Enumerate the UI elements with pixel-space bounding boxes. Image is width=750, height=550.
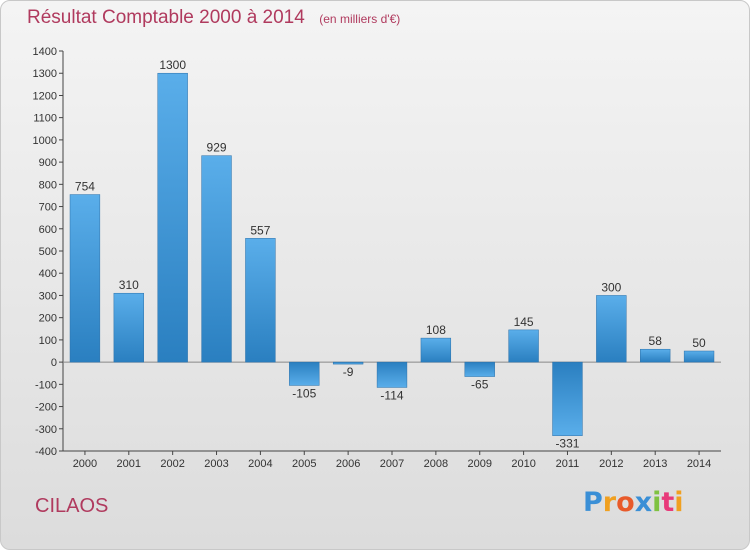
data-label: -331: [555, 437, 579, 451]
data-label: 58: [649, 334, 663, 348]
logo-letter: i: [652, 487, 662, 518]
x-tick-label: 2002: [160, 458, 184, 470]
bar: [508, 329, 539, 363]
bar: [69, 194, 101, 363]
x-tick-label: 2003: [204, 458, 228, 470]
x-tick-label: 2008: [424, 458, 448, 470]
x-tick-label: 2012: [599, 458, 623, 470]
bar: [245, 238, 276, 363]
x-tick-label: 2001: [117, 458, 141, 470]
y-tick-label: 1400: [33, 46, 57, 58]
bar: [683, 350, 715, 363]
data-label: 108: [426, 323, 446, 337]
x-tick-label: 2014: [687, 458, 711, 470]
value-labels: 754 310 1300 929 557 -105 -9 -114 108 -65 145 -331 3…: [75, 58, 706, 450]
logo-letter: i: [674, 487, 684, 518]
logo-letter: P: [583, 487, 603, 518]
bar: [464, 361, 495, 377]
y-tick-label: 0: [51, 357, 57, 369]
y-tick-label: -400: [35, 446, 57, 458]
bar: [640, 348, 671, 363]
logo-letter: x: [634, 487, 653, 518]
data-label: 300: [601, 280, 621, 294]
bars: [69, 72, 715, 436]
data-label: 50: [692, 336, 706, 350]
y-tick-label: 1300: [33, 68, 57, 80]
y-tick-label: 800: [39, 179, 57, 191]
data-label: -65: [471, 378, 489, 392]
data-label: -9: [343, 365, 354, 379]
bar: [201, 155, 232, 363]
x-tick-label: 2005: [292, 458, 316, 470]
data-label: -105: [292, 386, 316, 400]
bar: [113, 292, 144, 363]
title-row: Résultat Comptable 2000 à 2014 (en milli…: [27, 7, 400, 29]
data-label: -114: [380, 388, 403, 402]
logo-letter: t: [661, 487, 675, 518]
data-label: 557: [250, 223, 270, 237]
bar: [376, 361, 408, 388]
data-label: 1300: [159, 58, 186, 72]
x-tick-label: 2000: [73, 458, 97, 470]
x-tick-label: 2009: [467, 458, 491, 470]
bar: [552, 361, 583, 436]
x-tick-label: 2013: [643, 458, 667, 470]
x-tick-label: 2010: [511, 458, 535, 470]
y-tick-label: 1200: [33, 90, 57, 102]
bar: [596, 295, 627, 363]
x-tick-label: 2006: [336, 458, 360, 470]
chart-subtitle: (en milliers d'€): [319, 12, 401, 26]
y-tick-label: 1100: [33, 113, 57, 125]
y-tick-label: 100: [39, 335, 57, 347]
x-tick-label: 2011: [556, 458, 580, 470]
x-tick-label: 2007: [380, 458, 404, 470]
data-label: 929: [207, 141, 227, 155]
commune-name: CILAOS: [35, 495, 109, 517]
bar: [332, 361, 364, 365]
data-label: 310: [119, 278, 139, 292]
y-tick-label: 400: [39, 268, 57, 280]
logo-letter: r: [602, 487, 617, 518]
y-tick-label: 300: [39, 290, 57, 302]
chart-title: Résultat Comptable 2000 à 2014: [27, 7, 305, 28]
data-label: 145: [514, 315, 534, 329]
x-tick-label: 2004: [248, 458, 272, 470]
bar: [420, 337, 452, 363]
bar: [157, 72, 188, 363]
y-tick-label: 900: [39, 157, 57, 169]
y-tick-label: -100: [35, 379, 57, 391]
bar: [289, 361, 320, 386]
y-tick-label: 200: [39, 313, 57, 325]
y-tick-label: -200: [35, 402, 57, 414]
axes: 1400130012001100100090080070060050040030…: [33, 46, 721, 470]
logo-letter: o: [616, 487, 635, 518]
proxiti-logo: Proxiti: [583, 487, 684, 518]
y-tick-label: 1000: [33, 135, 57, 147]
y-tick-label: -300: [35, 424, 57, 436]
data-label: 754: [75, 180, 95, 194]
y-tick-label: 700: [39, 202, 57, 214]
y-tick-label: 600: [39, 224, 57, 236]
y-tick-label: 500: [39, 246, 57, 258]
